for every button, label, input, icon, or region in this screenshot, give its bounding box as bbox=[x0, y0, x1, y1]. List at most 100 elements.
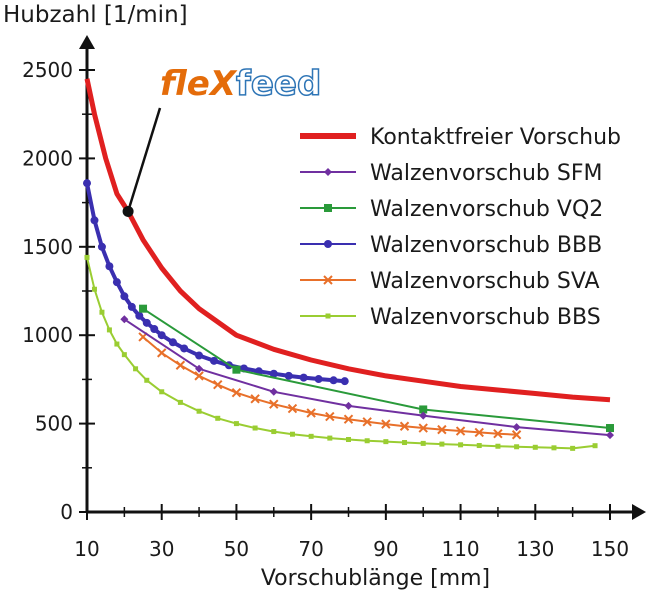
data-point bbox=[419, 405, 428, 414]
y-axis-arrow bbox=[79, 35, 95, 49]
series-1 bbox=[84, 78, 611, 403]
data-point bbox=[105, 262, 114, 271]
data-point bbox=[233, 421, 239, 427]
data-point bbox=[383, 439, 389, 445]
data-point bbox=[455, 426, 466, 436]
x-tick-label: 10 bbox=[74, 537, 99, 561]
data-point bbox=[493, 428, 503, 439]
axes-group: 0 500 1000 1500 2000 2500 10 30 50 70 90 110 130 150 bbox=[22, 35, 646, 561]
x-tick-label: 70 bbox=[298, 537, 323, 561]
data-point bbox=[194, 371, 204, 381]
x-tick-label: 90 bbox=[373, 537, 398, 561]
data-point bbox=[327, 435, 333, 441]
data-point bbox=[127, 302, 136, 311]
x-tick-label: 30 bbox=[149, 537, 174, 561]
data-point bbox=[195, 351, 204, 360]
data-point bbox=[215, 415, 221, 421]
legend-label: Walzenvorschub BBB bbox=[370, 233, 602, 258]
brand-part-flex: fleX bbox=[160, 64, 237, 104]
y-tick-label: 1000 bbox=[22, 323, 73, 347]
legend-entry: Walzenvorschub SFM bbox=[300, 161, 603, 186]
data-point bbox=[213, 379, 223, 390]
data-point bbox=[252, 425, 258, 431]
data-point bbox=[344, 401, 353, 410]
data-point bbox=[133, 366, 139, 372]
data-point bbox=[250, 394, 260, 404]
data-point bbox=[112, 278, 121, 287]
data-point bbox=[606, 424, 614, 433]
data-point bbox=[210, 356, 219, 365]
data-point bbox=[144, 377, 150, 383]
fleXfeed-annotation-label: fleXfeed bbox=[160, 63, 322, 105]
annotation-group bbox=[122, 107, 162, 217]
data-point bbox=[120, 315, 129, 324]
x-axis-label: Vorschublänge [mm] bbox=[260, 566, 491, 591]
y-axis-label: Hubzahl [1/min] bbox=[3, 2, 188, 28]
x-tick-label: 150 bbox=[591, 537, 629, 561]
data-point bbox=[346, 437, 351, 443]
legend-marker bbox=[324, 204, 332, 212]
data-point bbox=[99, 309, 105, 315]
data-point bbox=[232, 365, 241, 374]
data-point bbox=[306, 408, 316, 418]
data-point bbox=[177, 399, 183, 405]
legend-label: Kontaktfreier Vorschub bbox=[370, 125, 621, 150]
data-point bbox=[157, 348, 167, 358]
data-point bbox=[592, 443, 598, 449]
data-point bbox=[269, 369, 278, 378]
data-point bbox=[343, 414, 354, 424]
y-tick-label: 2500 bbox=[22, 58, 73, 82]
annotation-marker bbox=[122, 205, 134, 217]
x-tick-label: 50 bbox=[224, 537, 249, 561]
data-point bbox=[495, 443, 501, 449]
data-point bbox=[364, 438, 370, 444]
data-point bbox=[139, 304, 148, 313]
data-point bbox=[570, 445, 576, 451]
data-point bbox=[437, 424, 447, 435]
legend-marker bbox=[324, 240, 332, 248]
data-point bbox=[150, 325, 159, 334]
legend-marker bbox=[323, 275, 333, 285]
series-5 bbox=[138, 332, 522, 440]
data-point bbox=[439, 441, 445, 447]
data-point bbox=[299, 373, 308, 382]
data-point bbox=[551, 445, 557, 451]
data-point bbox=[419, 411, 428, 420]
x-axis-arrow bbox=[632, 504, 646, 520]
data-point bbox=[514, 444, 520, 450]
series-2 bbox=[120, 315, 614, 440]
legend-label: Walzenvorschub SFM bbox=[370, 161, 603, 186]
data-point bbox=[420, 440, 426, 446]
data-point bbox=[606, 431, 614, 440]
data-point bbox=[269, 399, 279, 409]
legend-entry: Walzenvorschub BBB bbox=[300, 233, 602, 258]
data-point bbox=[532, 444, 538, 450]
data-point bbox=[402, 440, 408, 446]
series-3 bbox=[139, 304, 614, 433]
annotation-leader-line bbox=[126, 107, 162, 212]
legend-entry: Walzenvorschub VQ2 bbox=[300, 197, 603, 222]
data-point bbox=[476, 443, 482, 449]
data-point bbox=[314, 375, 323, 384]
legend-entry: Walzenvorschub BBS bbox=[300, 305, 601, 330]
data-point bbox=[289, 431, 295, 437]
series-6 bbox=[84, 254, 598, 451]
data-point bbox=[83, 179, 91, 188]
data-point bbox=[157, 331, 166, 340]
y-tick-label: 0 bbox=[60, 500, 73, 524]
legend-entry: Walzenvorschub SVA bbox=[300, 269, 600, 294]
data-point bbox=[325, 411, 335, 422]
data-point bbox=[120, 292, 129, 301]
data-point bbox=[135, 311, 144, 320]
data-point bbox=[511, 430, 522, 440]
data-point bbox=[287, 403, 298, 414]
data-point bbox=[159, 389, 165, 395]
data-point bbox=[175, 360, 186, 370]
data-point bbox=[180, 344, 189, 353]
series-4 bbox=[83, 179, 349, 386]
series-line bbox=[84, 78, 611, 403]
brand-part-feed: feed bbox=[235, 63, 322, 105]
legend-marker bbox=[325, 313, 331, 319]
legend-entry: Kontaktfreier Vorschub bbox=[300, 125, 621, 150]
